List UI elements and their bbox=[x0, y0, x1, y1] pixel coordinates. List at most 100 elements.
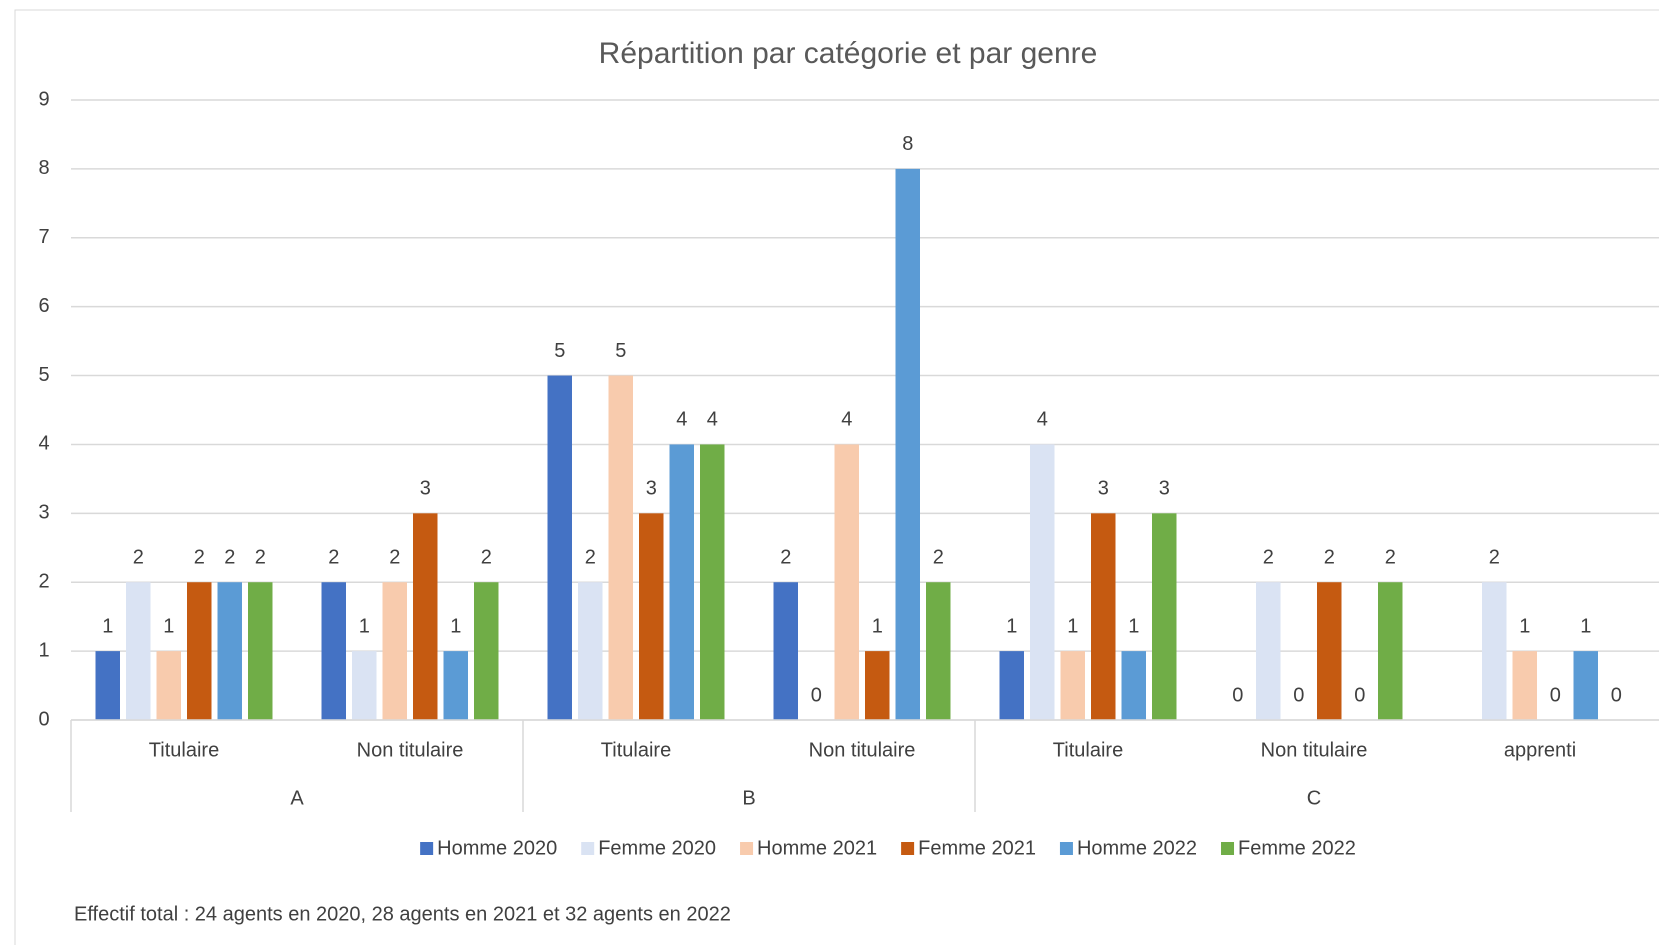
data-label: 1 bbox=[1519, 615, 1530, 637]
bar bbox=[126, 582, 151, 720]
data-label: 2 bbox=[389, 547, 400, 569]
x-tick-label: Non titulaire bbox=[357, 739, 464, 761]
y-tick-label: 7 bbox=[38, 226, 49, 248]
chart-title: Répartition par catégorie et par genre bbox=[599, 37, 1098, 70]
legend-label: Homme 2022 bbox=[1077, 837, 1197, 859]
group-label: A bbox=[290, 787, 304, 809]
bar bbox=[1512, 651, 1537, 720]
y-tick-label: 4 bbox=[38, 433, 49, 455]
legend-swatch bbox=[1059, 842, 1073, 855]
legend-swatch bbox=[901, 842, 915, 855]
bar bbox=[1060, 651, 1085, 720]
data-label: 3 bbox=[1159, 478, 1170, 500]
legend-swatch bbox=[1221, 842, 1235, 855]
bar bbox=[382, 582, 407, 720]
bar bbox=[321, 582, 346, 720]
bar bbox=[926, 582, 951, 720]
data-label: 3 bbox=[420, 478, 431, 500]
bar bbox=[834, 444, 859, 720]
data-label: 1 bbox=[1067, 615, 1078, 637]
legend-label: Homme 2020 bbox=[437, 837, 557, 859]
data-label: 2 bbox=[481, 547, 492, 569]
y-tick-label: 1 bbox=[38, 639, 49, 661]
data-label: 1 bbox=[1006, 615, 1017, 637]
data-label: 4 bbox=[1037, 409, 1048, 431]
x-tick-label: Non titulaire bbox=[1261, 739, 1368, 761]
bar bbox=[1573, 651, 1598, 720]
bar bbox=[1121, 651, 1146, 720]
legend-label: Homme 2021 bbox=[757, 837, 877, 859]
bar bbox=[1091, 513, 1116, 720]
data-label: 2 bbox=[1324, 547, 1335, 569]
bar bbox=[1317, 582, 1342, 720]
bar bbox=[413, 513, 438, 720]
data-label: 3 bbox=[1098, 478, 1109, 500]
data-label: 2 bbox=[1385, 547, 1396, 569]
data-label: 8 bbox=[902, 133, 913, 155]
y-tick-label: 9 bbox=[38, 88, 49, 110]
bar bbox=[578, 582, 603, 720]
data-label: 3 bbox=[646, 478, 657, 500]
data-label: 1 bbox=[102, 615, 113, 637]
bar bbox=[352, 651, 377, 720]
group-label: C bbox=[1307, 787, 1321, 809]
data-label: 2 bbox=[255, 547, 266, 569]
data-label: 4 bbox=[841, 409, 852, 431]
bar bbox=[187, 582, 212, 720]
y-tick-label: 2 bbox=[38, 571, 49, 593]
bar bbox=[895, 168, 920, 720]
bar bbox=[1256, 582, 1281, 720]
y-tick-label: 5 bbox=[38, 364, 49, 386]
data-label: 1 bbox=[450, 615, 461, 637]
x-tick-label: Titulaire bbox=[149, 739, 219, 761]
bar bbox=[669, 444, 694, 720]
data-label: 2 bbox=[133, 547, 144, 569]
legend-swatch bbox=[581, 842, 595, 855]
x-tick-label: Titulaire bbox=[601, 739, 671, 761]
bar bbox=[608, 375, 633, 720]
x-tick-label: Non titulaire bbox=[809, 739, 916, 761]
bar bbox=[1378, 582, 1403, 720]
y-tick-label: 6 bbox=[38, 295, 49, 317]
x-tick-label: apprenti bbox=[1504, 739, 1576, 761]
legend-swatch bbox=[740, 842, 754, 855]
data-label: 0 bbox=[1611, 684, 1622, 706]
data-label: 2 bbox=[224, 547, 235, 569]
data-label: 0 bbox=[811, 684, 822, 706]
bar bbox=[1152, 513, 1177, 720]
data-label: 1 bbox=[872, 615, 883, 637]
bar bbox=[773, 582, 798, 720]
y-tick-label: 3 bbox=[38, 502, 49, 524]
data-label: 4 bbox=[676, 409, 687, 431]
data-label: 4 bbox=[707, 409, 718, 431]
footnote: Effectif total : 24 agents en 2020, 28 a… bbox=[74, 903, 731, 925]
bar bbox=[639, 513, 664, 720]
bar bbox=[443, 651, 468, 720]
data-label: 2 bbox=[194, 547, 205, 569]
group-label: B bbox=[742, 787, 755, 809]
data-label: 0 bbox=[1293, 684, 1304, 706]
x-tick-label: Titulaire bbox=[1053, 739, 1123, 761]
bar bbox=[999, 651, 1024, 720]
data-label: 2 bbox=[1489, 547, 1500, 569]
bar bbox=[95, 651, 120, 720]
data-label: 1 bbox=[1128, 615, 1139, 637]
data-label: 1 bbox=[1580, 615, 1591, 637]
bar bbox=[1030, 444, 1055, 720]
bar bbox=[474, 582, 499, 720]
bar bbox=[1482, 582, 1507, 720]
data-label: 0 bbox=[1550, 684, 1561, 706]
y-tick-label: 0 bbox=[38, 708, 49, 730]
bar bbox=[217, 582, 242, 720]
data-label: 2 bbox=[328, 547, 339, 569]
data-label: 5 bbox=[615, 340, 626, 362]
data-label: 1 bbox=[359, 615, 370, 637]
legend-label: Femme 2021 bbox=[918, 837, 1036, 859]
data-label: 2 bbox=[933, 547, 944, 569]
data-label: 2 bbox=[1263, 547, 1274, 569]
data-label: 0 bbox=[1354, 684, 1365, 706]
bar bbox=[547, 375, 572, 720]
data-label: 2 bbox=[585, 547, 596, 569]
bar bbox=[865, 651, 890, 720]
